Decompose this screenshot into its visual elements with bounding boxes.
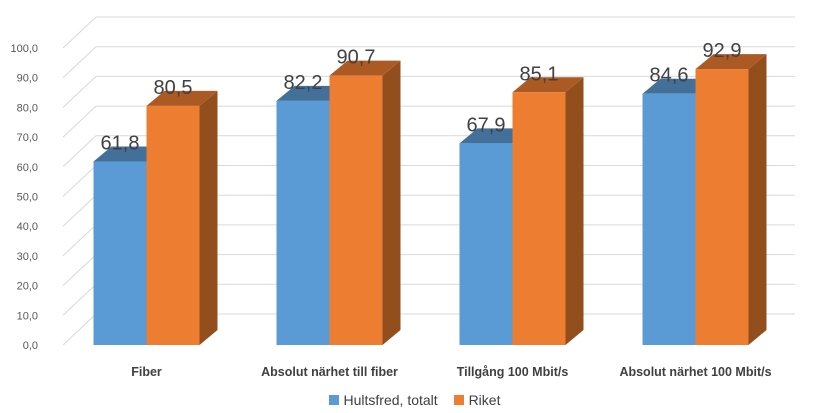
gridline-diagonal xyxy=(62,16,97,49)
bar-side xyxy=(748,54,767,345)
gridline-diagonal xyxy=(62,194,97,227)
legend-label-riket: Riket xyxy=(468,392,501,408)
bar xyxy=(276,100,330,345)
bar-top xyxy=(695,54,767,70)
data-label: 92,9 xyxy=(703,40,742,62)
y-tick-label: 100,0 xyxy=(10,43,38,55)
legend-swatch-hultsfred xyxy=(328,395,339,405)
gridline-diagonal xyxy=(62,135,97,168)
bar xyxy=(329,75,383,345)
bar xyxy=(93,161,147,345)
bar-side xyxy=(382,60,401,345)
gridline-diagonal xyxy=(62,105,97,138)
data-label: 67,9 xyxy=(467,114,506,136)
legend-item-hultsfred: Hultsfred, totalt xyxy=(328,392,438,408)
bar-top xyxy=(146,90,218,106)
bar xyxy=(695,69,749,345)
legend: Hultsfred, totalt Riket xyxy=(0,392,829,408)
x-tick-label: Fiber xyxy=(131,365,162,379)
data-label: 82,2 xyxy=(284,72,323,94)
y-tick-label: 60,0 xyxy=(17,162,38,174)
data-label: 90,7 xyxy=(337,47,376,69)
y-tick-label: 80,0 xyxy=(17,102,38,114)
data-label: 85,1 xyxy=(520,63,559,85)
bar-side xyxy=(199,90,218,345)
y-tick-label: 70,0 xyxy=(17,132,38,144)
y-tick-label: 20,0 xyxy=(17,281,38,293)
gridline-diagonal xyxy=(62,76,97,108)
bar xyxy=(459,143,513,345)
y-tick-label: 50,0 xyxy=(17,192,38,204)
bar-side xyxy=(565,77,584,346)
x-tick-label: Absolut närhet 100 Mbit/s xyxy=(619,365,771,379)
data-label: 80,5 xyxy=(154,77,193,99)
legend-label-hultsfred: Hultsfred, totalt xyxy=(343,392,438,408)
bar xyxy=(512,92,566,346)
x-tick-label: Absolut närhet till fiber xyxy=(261,365,398,379)
legend-swatch-riket xyxy=(453,395,464,405)
y-tick-label: 10,0 xyxy=(17,310,38,322)
y-tick-label: 0,0 xyxy=(23,340,38,352)
gridline-diagonal xyxy=(62,283,97,316)
gridline-diagonal xyxy=(62,46,97,79)
x-tick-label: Tillgång 100 Mbit/s xyxy=(457,365,569,379)
y-tick-label: 40,0 xyxy=(17,221,38,233)
gridline-diagonal xyxy=(62,254,97,286)
y-tick-label: 90,0 xyxy=(17,73,38,85)
bar xyxy=(642,93,696,345)
gridline-diagonal xyxy=(62,224,97,257)
data-label: 61,8 xyxy=(101,132,140,154)
bar xyxy=(146,105,200,345)
gridline-diagonal xyxy=(62,313,97,346)
data-label: 84,6 xyxy=(650,65,689,87)
bar-top xyxy=(512,77,584,93)
bar-top xyxy=(329,60,401,76)
gridline-diagonal xyxy=(62,165,97,197)
y-tick-label: 30,0 xyxy=(17,251,38,263)
legend-item-riket: Riket xyxy=(453,392,501,408)
